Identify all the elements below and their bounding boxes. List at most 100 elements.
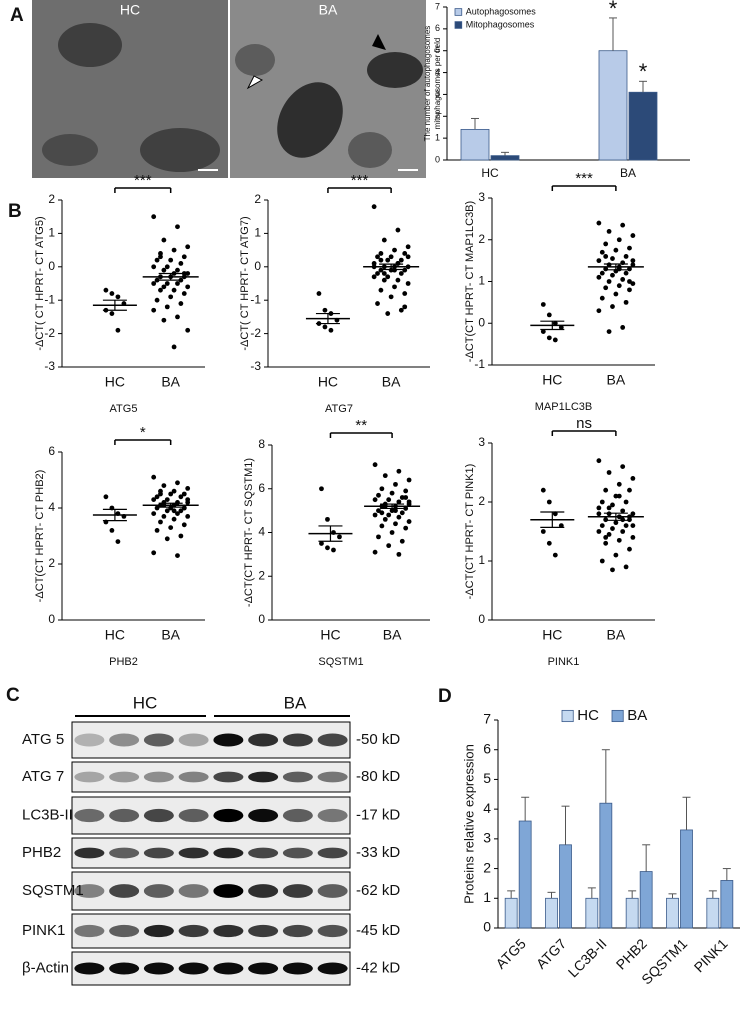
x-axis-label: MAP1LC3B	[535, 401, 592, 413]
data-point	[161, 237, 167, 243]
y-tick-label: 6	[483, 740, 491, 756]
data-point	[396, 499, 402, 505]
data-point	[630, 258, 636, 264]
data-point	[151, 281, 157, 286]
data-point	[630, 233, 636, 238]
data-point	[168, 491, 174, 497]
bar	[680, 829, 693, 929]
y-tick-label: 3	[478, 190, 485, 204]
data-point	[603, 540, 609, 546]
data-point	[402, 291, 408, 296]
data-point	[596, 258, 602, 264]
data-point	[616, 537, 622, 543]
data-point	[606, 229, 612, 234]
data-point	[396, 514, 402, 520]
data-point	[175, 553, 180, 558]
y-axis-label: The number of autophagosomes	[423, 26, 432, 142]
blot-band	[74, 924, 105, 938]
data-point	[109, 291, 115, 296]
data-point	[185, 514, 191, 519]
legend-label: BA	[627, 707, 647, 724]
data-point	[161, 483, 167, 488]
y-tick-label: 3	[478, 435, 485, 449]
blot-band	[109, 847, 140, 859]
data-point	[185, 244, 191, 250]
x-tick-label: HC	[318, 374, 338, 390]
data-point	[164, 497, 170, 502]
data-point	[596, 505, 602, 511]
blot-band	[282, 962, 313, 975]
blot-size-label: -50 kD	[356, 731, 400, 748]
blot-band	[317, 808, 348, 823]
data-point	[109, 311, 115, 316]
data-point	[627, 487, 632, 493]
data-point	[372, 549, 378, 555]
data-point	[552, 552, 558, 558]
y-tick-label: 1	[435, 133, 440, 143]
data-point	[158, 491, 163, 497]
blot-row-label: PHB2	[22, 844, 61, 861]
data-point	[325, 516, 330, 522]
data-point	[185, 327, 191, 333]
bar	[545, 897, 558, 929]
x-tick-label: LC3B-II	[565, 935, 610, 980]
y-tick-label: 6	[435, 23, 440, 33]
data-point	[389, 508, 395, 514]
data-point	[599, 523, 605, 528]
data-point	[385, 274, 391, 280]
arrow	[372, 34, 386, 50]
data-point	[375, 301, 380, 306]
data-point	[393, 521, 398, 527]
data-point	[175, 281, 180, 286]
data-point	[627, 266, 632, 272]
data-point	[398, 271, 404, 276]
x-tick-label: BA	[620, 166, 636, 180]
y-tick-label: 4	[258, 525, 265, 539]
data-point	[599, 558, 605, 564]
y-tick-label: -1	[474, 357, 485, 371]
organelle	[277, 82, 343, 158]
em-images: HC BA	[32, 0, 426, 178]
data-point	[154, 494, 160, 500]
y-axis-label: -ΔCT( CT HPRT- CT ATG7)	[239, 216, 251, 350]
data-point	[599, 249, 605, 255]
data-point	[386, 512, 392, 518]
x-tick-label: BA	[161, 374, 180, 390]
blot-band	[178, 962, 209, 975]
data-point	[154, 277, 160, 283]
blot-row-label: SQSTM1	[22, 882, 84, 899]
data-point	[103, 287, 109, 293]
data-point	[620, 464, 626, 469]
significance-label: **	[355, 417, 367, 434]
data-point	[181, 271, 187, 276]
y-tick-label: 7	[483, 711, 491, 727]
data-point	[596, 458, 602, 464]
data-point	[185, 486, 191, 491]
y-tick-label: -1	[44, 292, 55, 306]
data-point	[378, 251, 384, 256]
data-point	[546, 312, 552, 318]
blot-band	[248, 733, 279, 747]
y-axis-label: -ΔCT(CT HPRT- CT PHB2)	[34, 470, 46, 603]
data-point	[630, 511, 636, 517]
data-point	[620, 325, 626, 330]
blot-band	[178, 808, 209, 823]
y-tick-label: 1	[48, 226, 55, 240]
data-point	[613, 520, 619, 526]
data-point	[603, 285, 609, 291]
significance-mark: *	[609, 0, 618, 21]
blot-band	[74, 847, 105, 859]
blot-group-label: HC	[133, 693, 158, 712]
y-tick-label: 6	[258, 481, 265, 495]
data-point	[103, 494, 109, 500]
bar	[518, 820, 532, 929]
legend-swatch	[454, 21, 463, 29]
data-point	[627, 546, 632, 552]
data-point	[382, 516, 388, 522]
panel-label: C	[6, 685, 20, 706]
data-point	[337, 534, 342, 540]
data-point	[171, 516, 177, 522]
data-point	[552, 320, 558, 326]
blot-band	[317, 847, 348, 859]
blot-band	[248, 808, 279, 823]
